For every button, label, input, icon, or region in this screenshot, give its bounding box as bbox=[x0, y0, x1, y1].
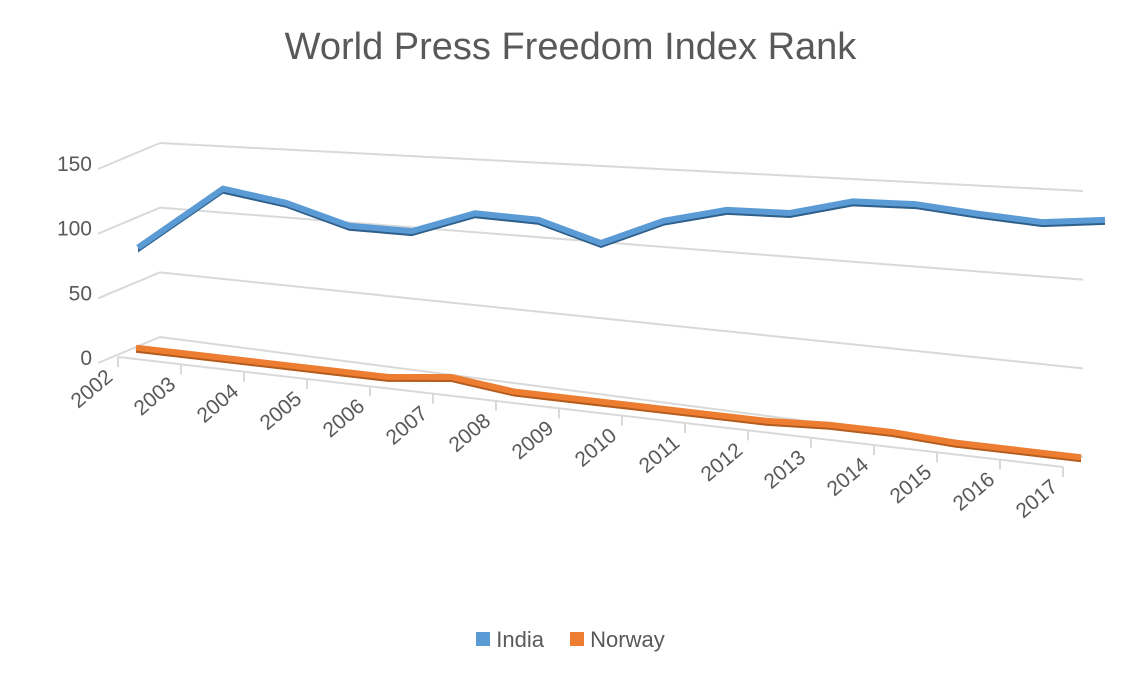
x-tick-label: 2010 bbox=[571, 424, 622, 472]
x-tick-label: 2016 bbox=[949, 468, 1000, 516]
gridline-side bbox=[97, 142, 161, 170]
gridline bbox=[159, 142, 1084, 192]
gridline-side bbox=[97, 206, 161, 235]
legend-swatch-india bbox=[476, 632, 491, 647]
y-tick-label: 150 bbox=[57, 153, 92, 176]
x-axis-line bbox=[117, 356, 1064, 468]
x-tick-label: 2004 bbox=[193, 380, 244, 428]
x-tick-label: 2011 bbox=[635, 431, 684, 478]
x-tick-label: 2014 bbox=[823, 453, 874, 501]
x-tick-label: 2013 bbox=[760, 446, 811, 494]
y-tick-label: 50 bbox=[69, 282, 92, 305]
gridline-side bbox=[97, 271, 161, 300]
x-tick-label: 2017 bbox=[1012, 475, 1063, 523]
x-tick-label: 2012 bbox=[697, 439, 748, 487]
legend-swatch-norway bbox=[570, 632, 585, 647]
x-tick-label: 2007 bbox=[382, 402, 433, 450]
x-tick-label: 2008 bbox=[445, 409, 496, 457]
legend-label-norway: Norway bbox=[590, 627, 665, 652]
series-india-line bbox=[136, 185, 1106, 250]
x-tick-label: 2005 bbox=[256, 387, 307, 435]
legend-label-india: India bbox=[496, 627, 544, 652]
x-tick-label: 2006 bbox=[319, 395, 370, 443]
legend: India Norway bbox=[0, 627, 1141, 653]
legend-item-india: India bbox=[476, 627, 544, 653]
legend-item-norway: Norway bbox=[570, 627, 665, 653]
x-tick-label: 2002 bbox=[67, 365, 118, 413]
y-tick-label: 0 bbox=[80, 347, 92, 370]
gridline bbox=[159, 206, 1084, 281]
gridline-side bbox=[97, 336, 161, 364]
x-tick-label: 2009 bbox=[508, 417, 559, 465]
y-tick-label: 100 bbox=[57, 218, 92, 241]
chart-title: World Press Freedom Index Rank bbox=[284, 26, 857, 68]
x-tick-label: 2003 bbox=[130, 373, 181, 421]
series-norway-line bbox=[135, 344, 1082, 461]
x-tick-label: 2015 bbox=[886, 461, 937, 509]
gridline bbox=[159, 271, 1084, 370]
